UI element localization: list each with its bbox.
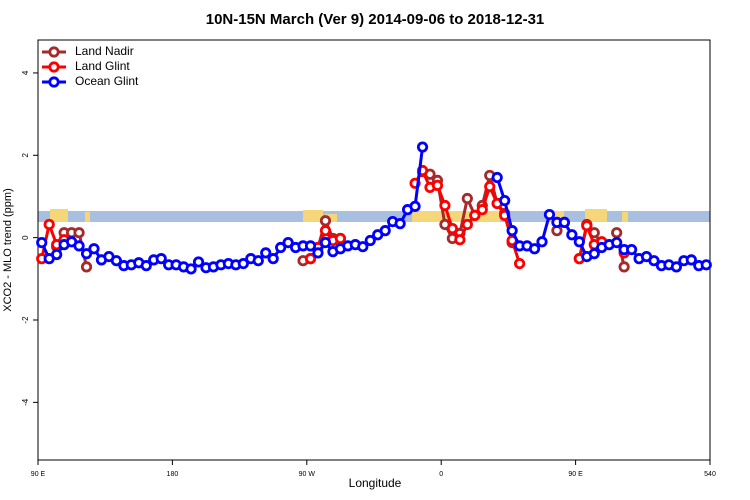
x-tick-label: 90 W [299,471,316,478]
y-tick-label: 0 [21,235,30,240]
data-point [528,243,541,255]
data-point [51,248,63,261]
legend-label: Land Glint [75,59,130,73]
data-point [319,215,332,227]
legend-marker [48,76,60,88]
y-tick-label: 2 [21,153,30,158]
data-point [155,253,167,265]
data-point [558,216,571,229]
x-tick-label: 90 E [31,471,46,478]
data-point [573,236,585,248]
y-tick-label: -4 [21,398,30,406]
data-point [625,243,638,256]
data-point [618,261,630,273]
y-tick-label: -2 [21,316,30,324]
data-point [611,227,623,239]
land-band [622,212,628,222]
data-point [237,257,249,270]
data-point [491,171,503,184]
land-band [303,210,323,222]
x-tick-label: 0 [439,471,443,478]
data-point [648,255,660,267]
data-point [476,204,488,216]
data-point [260,247,272,259]
data-point [185,263,197,275]
data-point [513,257,526,270]
land-band [85,212,90,222]
data-point [409,200,421,212]
data-point [536,236,548,248]
data-point [73,227,85,239]
data-point [685,254,697,266]
surface-mask-band [38,209,710,222]
data-point [304,240,317,252]
data-point [43,218,55,231]
data-point [394,218,406,230]
series-line [40,146,707,271]
y-axis-label: XCO2 - MLO trend (ppm) [2,188,14,311]
data-point [499,194,511,207]
data-point [611,236,623,249]
data-point [506,225,518,237]
data-point [36,236,48,249]
data-point [73,240,85,252]
chart-title: 10N-15N March (Ver 9) 2014-09-06 to 2018… [206,11,545,28]
data-point [192,256,205,268]
legend-label: Land Nadir [75,44,134,58]
data-point [439,199,451,212]
x-tick-label: 180 [167,471,179,478]
x-tick-label: 90 E [568,471,583,478]
land-band [50,209,68,222]
x-axis-label: Longitude [349,476,402,490]
data-point [319,236,332,249]
land-band [550,211,564,222]
x-tick-label: 540 [704,471,716,478]
data-point [461,192,473,205]
data-point [543,208,556,221]
data-point [461,218,473,231]
data-point [588,248,600,260]
land-band [325,214,337,222]
data-point [275,241,287,254]
data-point [484,180,496,193]
data-point [469,209,481,222]
data-point [80,248,93,260]
data-point [140,260,152,272]
data-point [588,227,600,239]
data-point [670,261,683,273]
data-point [357,241,369,253]
data-point [364,234,376,247]
data-point [319,225,332,237]
ocean-band [38,211,710,222]
data-point [80,261,93,273]
legend-marker [48,61,60,73]
data-point [110,255,123,267]
legend-label: Ocean Glint [75,74,139,88]
data-point [454,234,466,246]
data-point [700,259,712,271]
data-point [334,232,346,245]
data-point [446,222,458,235]
data-point [581,220,593,232]
data-point [416,141,429,153]
data-point [88,243,100,255]
y-tick-label: 4 [21,70,30,75]
land-band [585,209,607,222]
data-point [566,229,578,241]
data-point [282,236,294,249]
data-point [304,253,317,265]
data-point [379,225,391,237]
data-point [267,253,279,265]
land-band [412,211,500,222]
data-point [252,255,264,267]
plot-frame [37,39,711,461]
data-point [431,179,444,191]
data-point [312,247,324,259]
legend-marker [48,46,60,58]
